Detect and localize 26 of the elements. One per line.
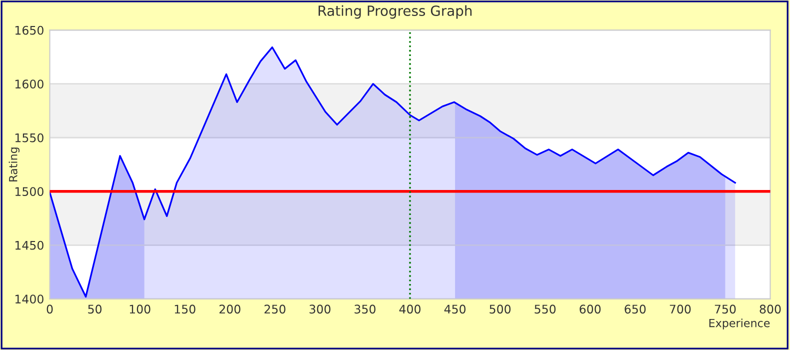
x-tick-label: 250 [264, 304, 286, 314]
y-tick-label: 1650 [15, 26, 44, 35]
x-tick-label: 200 [219, 304, 240, 314]
x-tick-label: 650 [624, 304, 646, 314]
x-tick-label: 500 [490, 304, 511, 314]
x-tick-label: 150 [174, 304, 196, 314]
y-tick-label: 1550 [15, 133, 44, 142]
x-tick-label: 700 [670, 304, 691, 314]
x-tick-label: 600 [580, 304, 601, 314]
x-axis-title: Experience [709, 318, 770, 330]
x-tick-label: 100 [130, 304, 150, 314]
y-tick-label: 1500 [15, 187, 44, 196]
x-tick-label: 750 [714, 304, 736, 314]
x-tick-label: 50 [88, 304, 102, 314]
x-tick-label: 550 [534, 304, 556, 314]
chart-title: Rating Progress Graph [318, 5, 472, 19]
y-axis-title: Rating [8, 148, 20, 182]
x-tick-label: 300 [310, 304, 330, 314]
x-tick-label: 0 [46, 304, 53, 314]
x-tick-label: 450 [444, 304, 466, 314]
y-tick-label: 1400 [15, 294, 44, 304]
x-tick-label: 400 [399, 304, 420, 314]
y-tick-label: 1600 [15, 80, 44, 89]
x-tick-label: 800 [760, 304, 781, 314]
x-tick-label: 350 [354, 304, 376, 314]
y-tick-label: 1450 [15, 240, 44, 250]
